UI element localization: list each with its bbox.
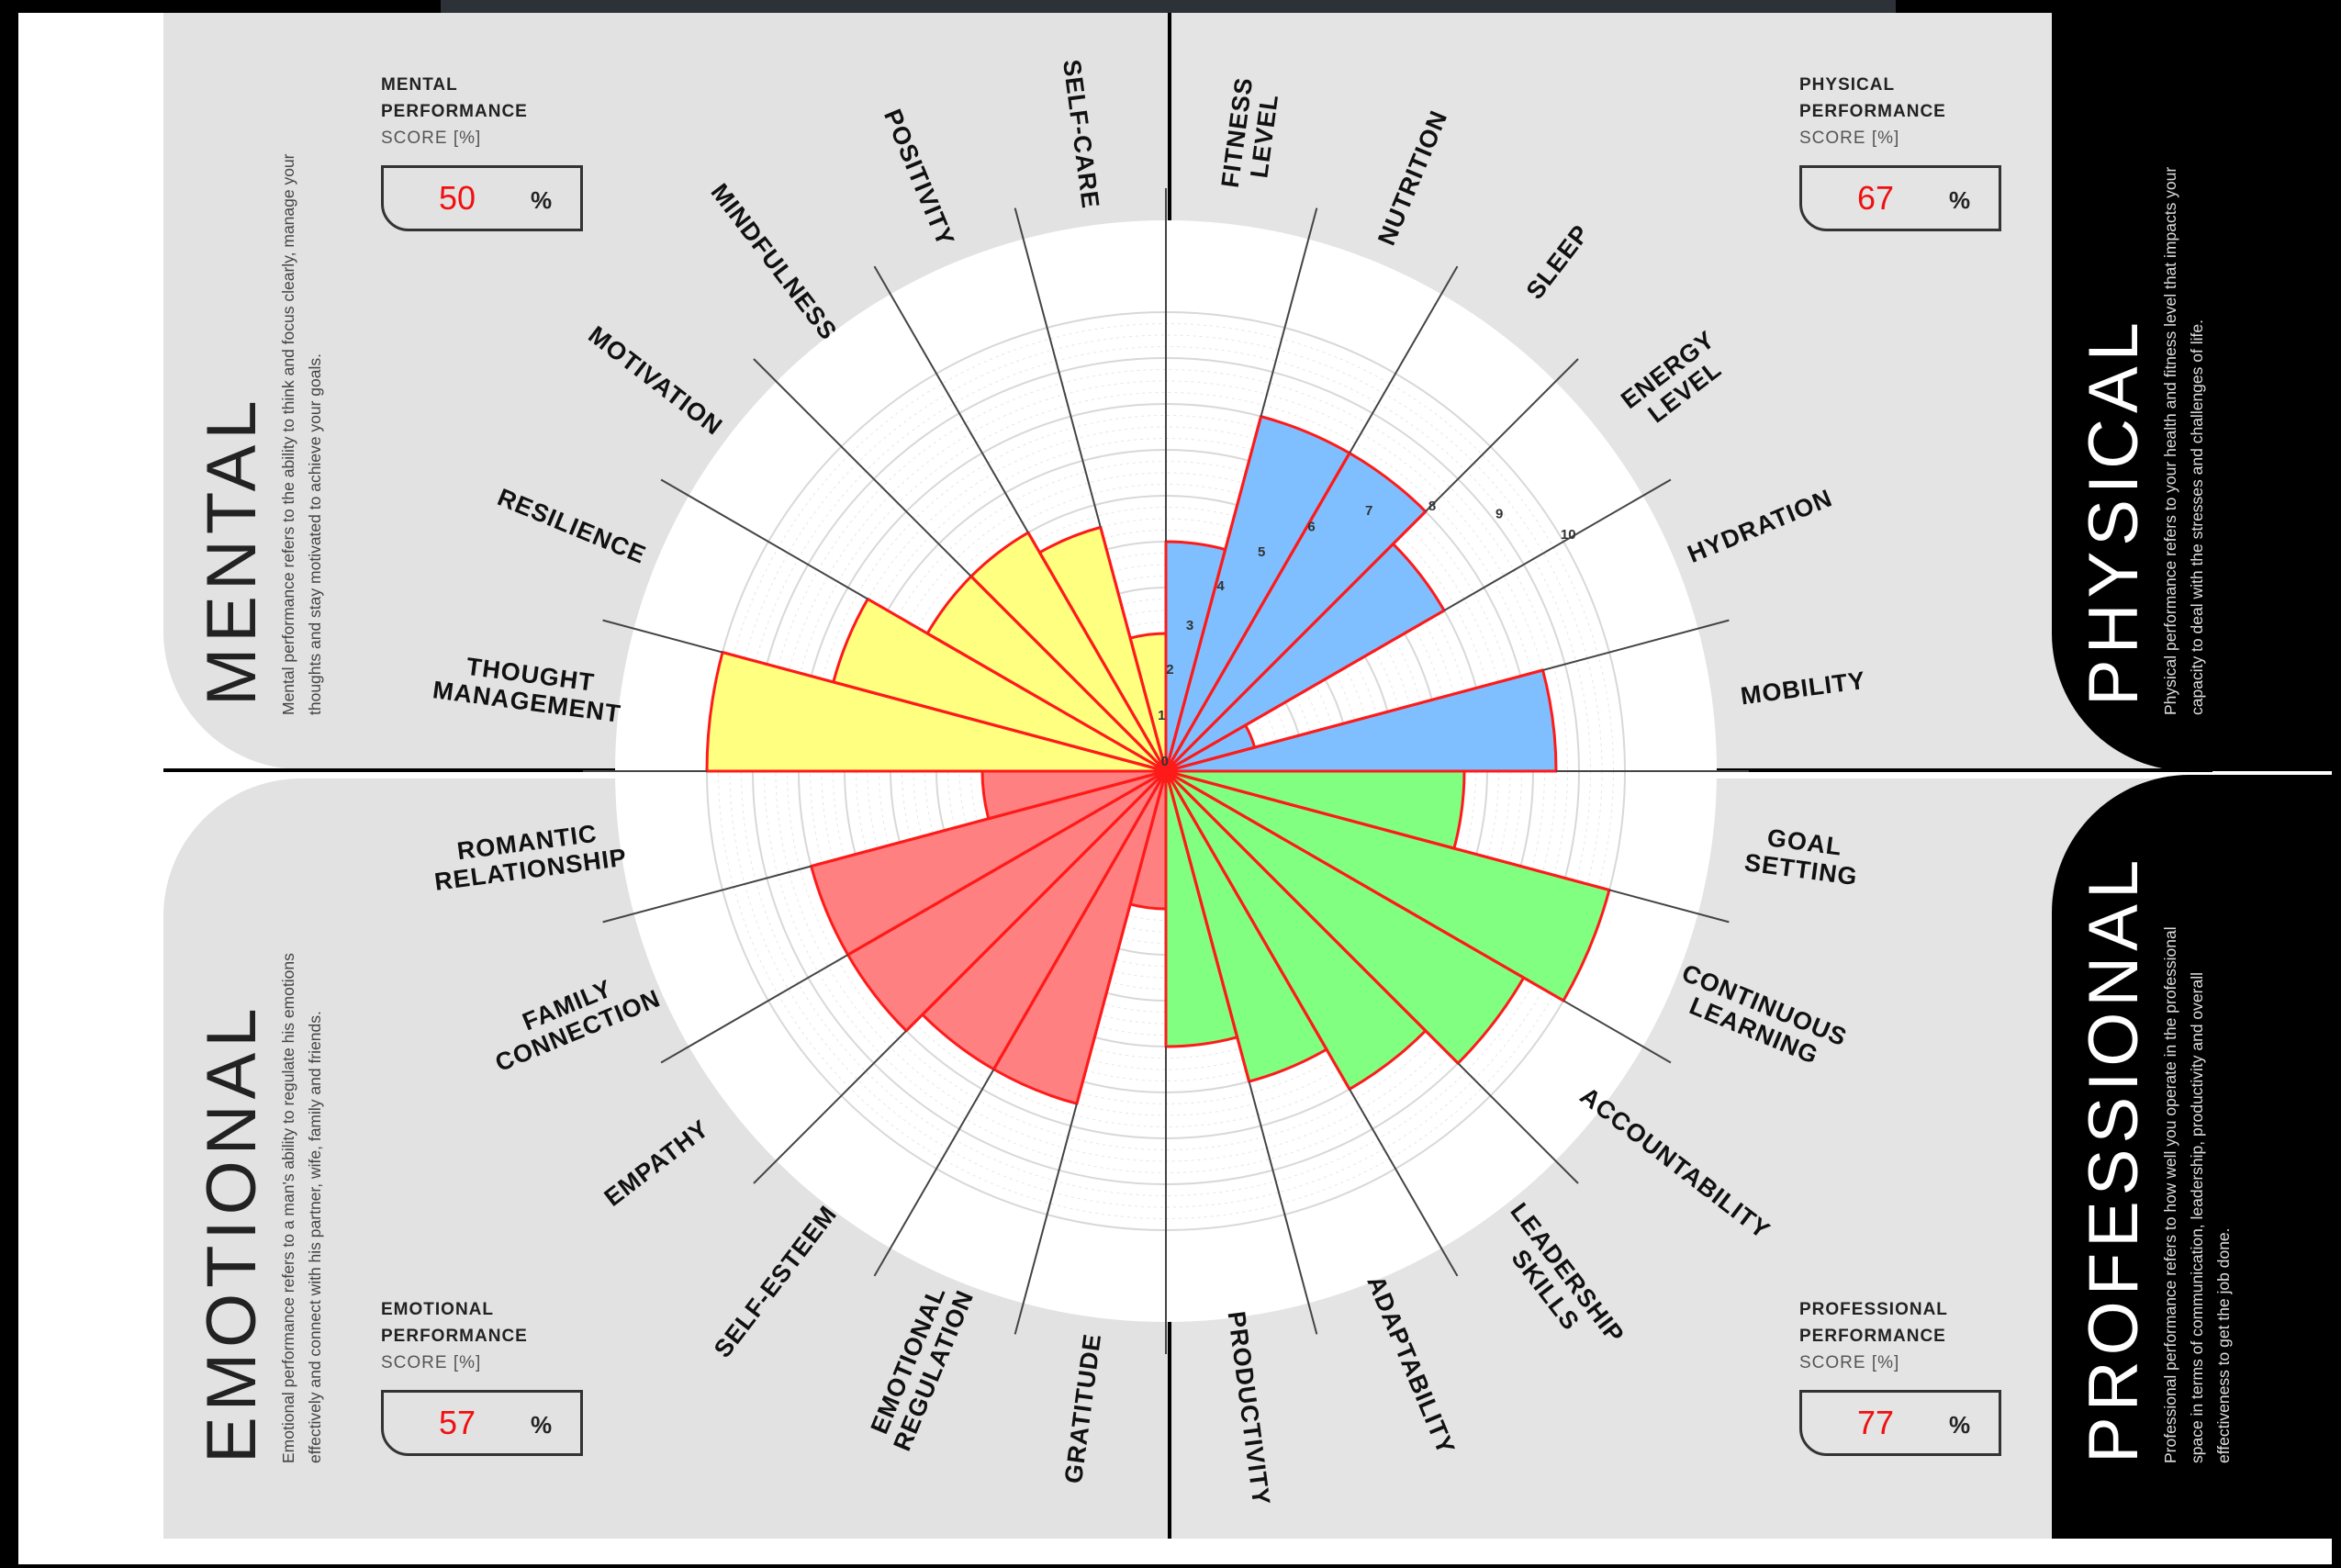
category-label-motivation: MOTIVATION — [583, 320, 727, 441]
bar-edge — [1128, 637, 1168, 772]
emotional-score-box: 57 % — [381, 1390, 583, 1456]
wheel-hub — [1155, 760, 1177, 782]
category-label-line: ACCOUNTABILITY — [1575, 1081, 1775, 1244]
emotional-score-heading: EMOTIONAL PERFORMANCE SCORE [%] — [381, 1300, 528, 1372]
emotional-score-percent: % — [531, 1411, 553, 1439]
category-label-line: SELF-ESTEEM — [709, 1200, 843, 1362]
professional-score-box: 77 % — [1799, 1390, 2001, 1456]
category-label-accountability: ACCOUNTABILITY — [1575, 1081, 1775, 1244]
category-label-line: MOTIVATION — [583, 320, 727, 441]
bar-edge — [1165, 769, 1525, 980]
category-label-line: MOBILITY — [1739, 666, 1867, 711]
bar-edge — [1164, 769, 1427, 1032]
professional-side-band — [2052, 775, 2341, 1539]
professional-score-value: 77 — [1856, 1404, 1895, 1441]
physical-score-heading: PHYSICAL PERFORMANCE SCORE [%] — [1799, 75, 1946, 148]
ring-label-5: 5 — [1258, 544, 1265, 560]
bar-edge — [1164, 543, 1395, 773]
window-top-bar — [441, 0, 1896, 13]
category-label-line: SLEEP — [1521, 219, 1596, 304]
mental-score-value: 50 — [438, 179, 476, 217]
category-label-positivity: POSITIVITY — [879, 106, 959, 251]
ring-label-10: 10 — [1561, 527, 1576, 543]
bar-edge — [1164, 416, 1262, 772]
ring-label-0: 0 — [1161, 754, 1169, 769]
category-label-empathy: EMPATHY — [599, 1114, 714, 1212]
category-label-mobility: MOBILITY — [1739, 666, 1867, 711]
bar-edge — [833, 680, 1167, 773]
category-label-line: EMPATHY — [599, 1114, 714, 1212]
bar-edge — [1164, 452, 1351, 772]
category-label-nutrition: NUTRITION — [1372, 106, 1452, 250]
category-label-line: PRODUCTIVITY — [1223, 1310, 1276, 1507]
emotional-score-value: 57 — [438, 1404, 476, 1441]
category-label-productivity: PRODUCTIVITY — [1223, 1310, 1276, 1507]
bar-edge — [1165, 668, 1543, 773]
category-label-line: RESILIENCE — [494, 483, 650, 569]
ring-label-2: 2 — [1166, 662, 1173, 678]
physical-score-box: 67 % — [1799, 165, 2001, 231]
ring-label-8: 8 — [1428, 498, 1436, 514]
physical-side-band — [2052, 13, 2341, 771]
ring-label-9: 9 — [1495, 506, 1503, 521]
bar-edge — [905, 769, 1168, 1032]
bar-edge — [846, 769, 1167, 957]
bar-edge — [992, 770, 1168, 1070]
bar-edge — [1075, 770, 1168, 1104]
category-label-line: SETTING — [1742, 848, 1859, 890]
category-label-gratitude: GRATITUDE — [1059, 1332, 1106, 1485]
bar-edge — [1164, 770, 1328, 1050]
professional-score-heading: PROFESSIONAL PERFORMANCE SCORE [%] — [1799, 1300, 1948, 1372]
category-label-mindfulness: MINDFULNESS — [705, 178, 842, 345]
ring-label-4: 4 — [1216, 578, 1225, 594]
physical-score-percent: % — [1949, 186, 1971, 214]
mental-score-heading: MENTAL PERFORMANCE SCORE [%] — [381, 75, 528, 148]
category-label-line: GRATITUDE — [1059, 1332, 1106, 1485]
category-label-adaptability: ADAPTABILITY — [1361, 1271, 1460, 1459]
bar-edge — [988, 769, 1167, 821]
bar-edge — [1165, 723, 1247, 773]
category-label-line: ADAPTABILITY — [1361, 1271, 1460, 1459]
bar-edge — [926, 632, 1167, 773]
category-label-hydration: HYDRATION — [1684, 484, 1836, 568]
mental-score-box: 50 % — [381, 165, 583, 231]
ring-label-3: 3 — [1186, 618, 1193, 633]
category-label-line: NUTRITION — [1372, 106, 1452, 250]
ring-label-7: 7 — [1365, 503, 1372, 519]
ring-label-1: 1 — [1158, 708, 1165, 723]
bar-edge — [969, 575, 1168, 773]
category-label-line: POSITIVITY — [879, 106, 959, 251]
category-label-line: SELF-CARE — [1058, 58, 1104, 210]
category-label-resilience: RESILIENCE — [494, 483, 650, 569]
bar-edge — [1164, 770, 1239, 1038]
category-label-self-care: SELF-CARE — [1058, 58, 1104, 210]
physical-score-value: 67 — [1856, 179, 1895, 217]
professional-score-percent: % — [1949, 1411, 1971, 1439]
category-label-sleep: SLEEP — [1521, 219, 1596, 304]
mental-score-percent: % — [531, 186, 553, 214]
ring-label-6: 6 — [1307, 519, 1315, 534]
performance-wheel-sheet: MENTAL Mental performance refers to the … — [18, 13, 2341, 1564]
bar-edge — [1038, 552, 1168, 772]
bar-edge — [1165, 769, 1610, 891]
category-label-line: HYDRATION — [1684, 484, 1836, 568]
category-label-line: MINDFULNESS — [705, 178, 842, 345]
category-label-self-esteem: SELF-ESTEEM — [709, 1200, 843, 1362]
